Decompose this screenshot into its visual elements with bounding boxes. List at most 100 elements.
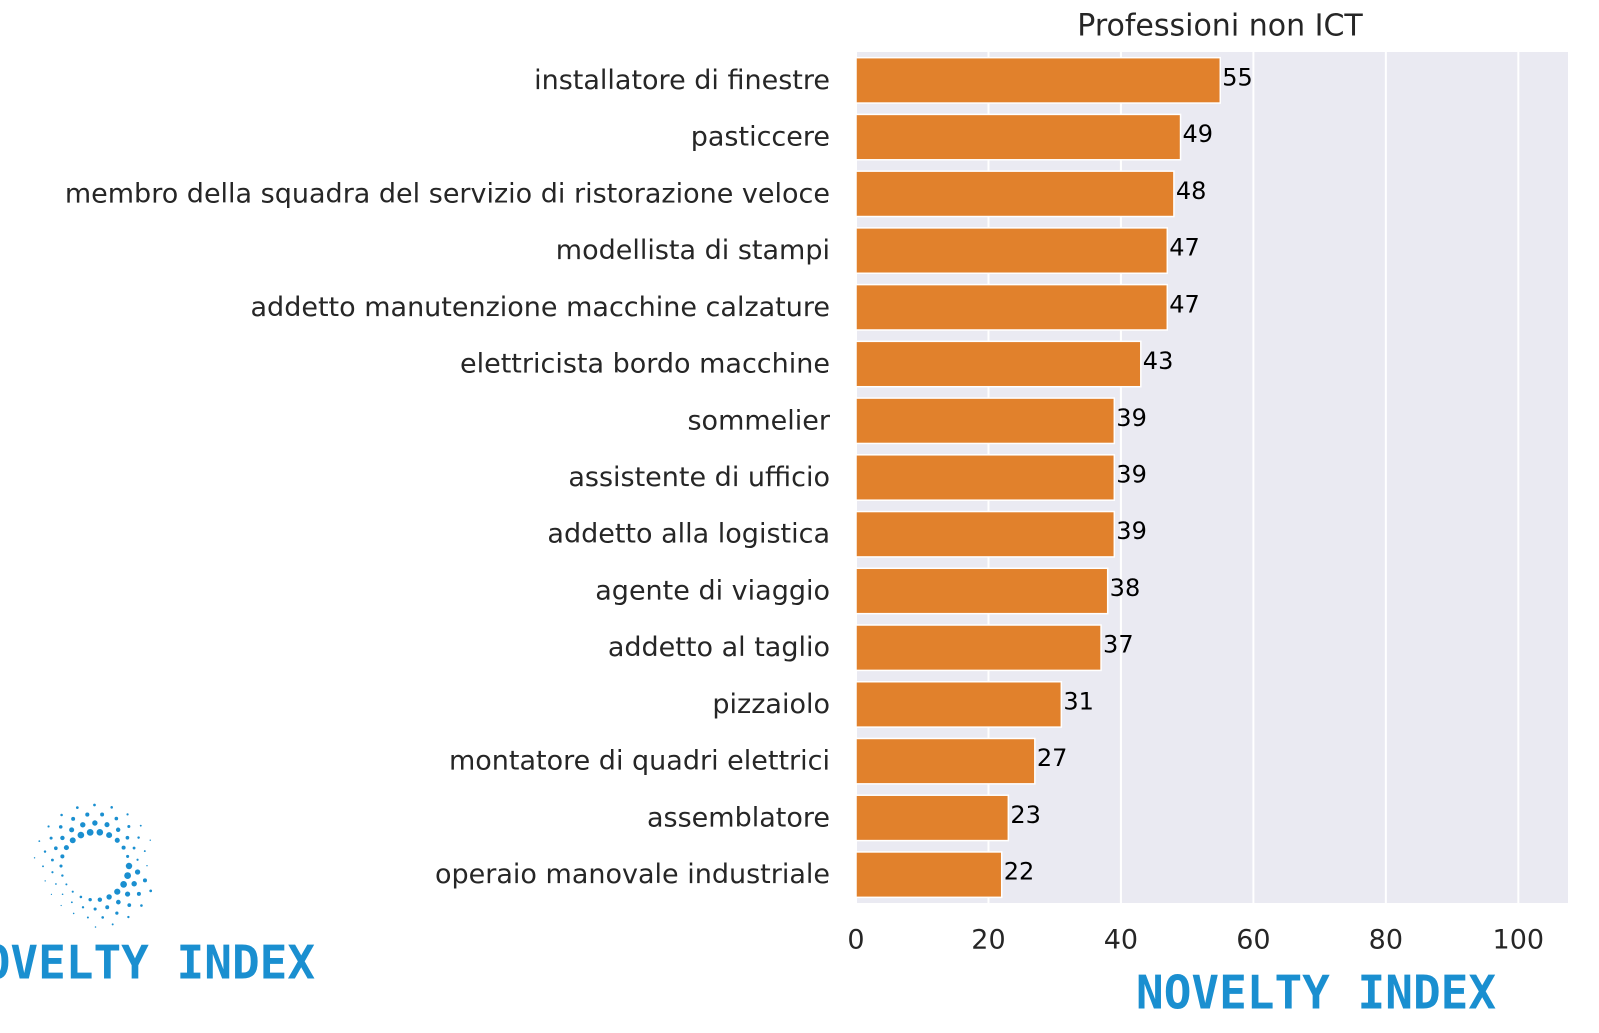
y-tick-label: membro della squadra del servizio di ris… <box>65 178 830 209</box>
watermark: NOVELTY INDEX <box>0 936 315 990</box>
logo-dot <box>114 888 121 895</box>
logo-dot <box>86 916 89 919</box>
x-tick-label: 100 <box>1493 925 1545 956</box>
x-tick-label: 80 <box>1369 925 1403 956</box>
bar <box>855 283 1169 331</box>
logo-dot <box>55 883 57 885</box>
y-tick-label: installatore di finestre <box>534 65 830 96</box>
logo-dot <box>136 858 139 861</box>
logo-dot <box>61 874 64 877</box>
logo-dot <box>81 906 85 909</box>
logo-dot <box>124 891 131 897</box>
bar <box>855 851 1003 899</box>
logo-dot <box>93 907 97 911</box>
value-label: 39 <box>1116 404 1147 432</box>
logo-dot <box>124 872 132 879</box>
logo-dot <box>143 850 146 853</box>
logo-dot <box>69 827 75 833</box>
logo-dot <box>88 897 92 902</box>
logo-dot <box>92 820 98 826</box>
bar <box>855 227 1169 275</box>
bar <box>855 454 1116 501</box>
logo-dot <box>54 846 58 851</box>
logo-dot <box>61 893 64 896</box>
logo-dot <box>60 835 65 841</box>
bar <box>855 340 1142 388</box>
x-tick-label: 0 <box>847 925 864 956</box>
logo-dot <box>44 880 46 882</box>
logo-dot <box>121 845 126 850</box>
logo-dot <box>58 825 63 829</box>
y-tick-label: montatore di quadri elettrici <box>449 746 830 777</box>
logo-dot <box>134 869 141 875</box>
y-tick-label: elettricista bordo macchine <box>460 349 830 380</box>
logo-dot <box>51 871 54 874</box>
logo-dot <box>110 806 113 809</box>
value-label: 22 <box>1004 858 1035 886</box>
logo-dot <box>77 831 85 839</box>
logo-dot <box>50 858 54 862</box>
value-label: 47 <box>1169 234 1200 262</box>
y-tick-label: modellista di stampi <box>556 235 830 266</box>
bar <box>855 56 1222 104</box>
logo-dot <box>125 835 130 840</box>
x-tick-label: 40 <box>1104 925 1138 956</box>
logo-dot <box>59 864 63 868</box>
logo-dot <box>146 864 148 867</box>
value-label: 27 <box>1037 744 1068 772</box>
logo-dot <box>50 893 53 895</box>
logo-dot <box>106 894 112 900</box>
logo-dot <box>105 905 110 910</box>
logo-dot <box>60 904 62 907</box>
value-label: 39 <box>1116 461 1147 489</box>
logo-dot <box>70 901 73 904</box>
logo-dot <box>127 903 132 907</box>
logo-dot <box>79 895 83 899</box>
logo-dot <box>100 812 105 817</box>
bar <box>855 624 1102 672</box>
logo-dot <box>80 822 86 828</box>
y-tick-label: assistente di ufficio <box>568 462 830 493</box>
logo-dot <box>149 839 151 841</box>
bar <box>855 680 1063 728</box>
logo-dot <box>94 926 97 928</box>
logo-dot <box>142 878 148 883</box>
logo-dots <box>33 803 153 928</box>
bar <box>855 397 1116 445</box>
logo-dot <box>140 904 143 907</box>
logo-dot <box>97 897 103 902</box>
logo-dot <box>49 836 53 840</box>
logo-dot <box>63 845 69 851</box>
logo-dot <box>75 806 79 809</box>
logo-dot <box>38 840 41 843</box>
logo-dot <box>115 827 121 832</box>
value-label: 38 <box>1110 574 1141 602</box>
logo-dot <box>132 846 136 850</box>
logo-dot <box>111 923 114 926</box>
y-tick-label: assemblatore <box>647 802 830 833</box>
logo-dot <box>72 912 75 915</box>
logo-dot <box>120 881 127 888</box>
logo-dot <box>101 916 105 919</box>
logo-dot <box>47 825 50 828</box>
y-tick-label: pizzaiolo <box>712 689 830 720</box>
logo-dot <box>116 899 121 905</box>
value-label: 47 <box>1169 290 1200 318</box>
value-label: 31 <box>1063 687 1094 715</box>
logo-dot <box>69 837 76 844</box>
logo-dot <box>127 824 131 829</box>
logo-dot <box>86 828 94 836</box>
bar <box>855 737 1036 785</box>
logo-dot <box>114 837 120 843</box>
logo-dot <box>42 865 44 868</box>
logo-dot <box>43 850 47 853</box>
y-tick-label: sommelier <box>687 405 830 436</box>
bar <box>855 113 1182 161</box>
y-tick-label: addetto al taglio <box>608 632 830 663</box>
value-label: 49 <box>1183 120 1214 148</box>
y-tick-label: addetto alla logistica <box>547 519 830 550</box>
value-label: 48 <box>1176 177 1207 205</box>
x-tick-label: 20 <box>971 925 1005 956</box>
logo-dot <box>33 857 36 859</box>
